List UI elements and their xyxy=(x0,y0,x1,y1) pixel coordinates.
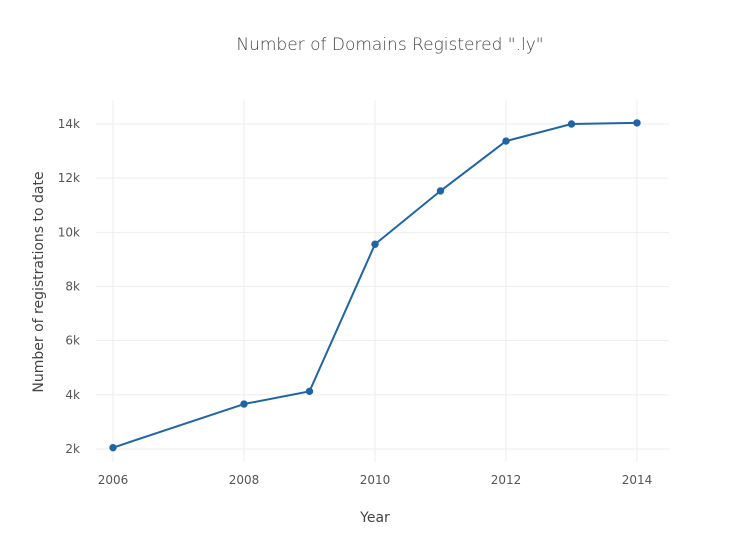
y-tick-label: 2k xyxy=(65,442,80,456)
data-point-marker[interactable] xyxy=(240,400,248,408)
x-tick-label: 2006 xyxy=(98,473,129,487)
plot-area xyxy=(109,119,641,452)
x-tick-label: 2014 xyxy=(622,473,653,487)
data-point-marker[interactable] xyxy=(633,119,641,127)
data-point-marker[interactable] xyxy=(436,187,445,195)
data-point-marker[interactable] xyxy=(305,387,314,396)
x-axis-title: Year xyxy=(359,510,390,526)
y-gridlines xyxy=(96,123,669,450)
data-point-marker[interactable] xyxy=(371,240,379,248)
y-tick-label: 4k xyxy=(65,388,80,402)
data-point-marker[interactable] xyxy=(567,120,576,128)
data-point-marker[interactable] xyxy=(502,137,510,145)
y-axis-ticks: 2k 4k 6k 8k 10k 12k 14k xyxy=(58,117,80,456)
x-tick-label: 2010 xyxy=(360,473,391,487)
y-tick-label: 10k xyxy=(58,225,80,239)
x-tick-label: 2012 xyxy=(491,473,522,487)
x-axis-ticks: 2006 2008 2010 2012 2014 xyxy=(98,473,653,487)
y-tick-label: 8k xyxy=(65,280,80,294)
y-tick-label: 14k xyxy=(58,117,80,131)
y-tick-label: 12k xyxy=(58,171,80,185)
y-tick-label: 6k xyxy=(65,334,80,348)
y-axis-title: Number of registrations to date xyxy=(31,171,47,392)
x-gridlines xyxy=(112,100,638,462)
series-line xyxy=(112,121,638,449)
chart-title: Number of Domains Registered ".ly" xyxy=(236,35,543,55)
x-tick-label: 2008 xyxy=(229,473,260,487)
data-point-marker[interactable] xyxy=(109,443,117,452)
